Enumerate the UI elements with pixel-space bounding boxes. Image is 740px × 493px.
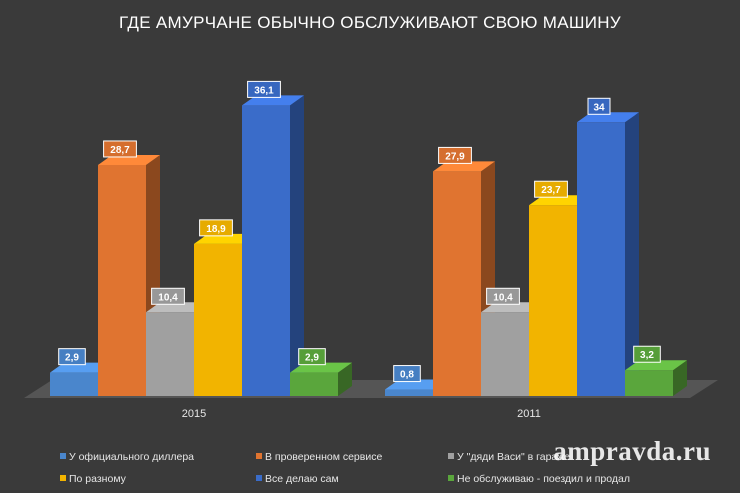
bar-2011-series-6 — [625, 360, 687, 396]
legend-label: По разному — [69, 473, 127, 485]
category-label-2015: 2015 — [182, 408, 206, 420]
legend-swatch — [256, 453, 262, 459]
bar-2015-series-2 — [98, 154, 160, 396]
svg-text:10,4: 10,4 — [158, 292, 178, 303]
svg-text:28,7: 28,7 — [110, 145, 130, 156]
legend-label: У официального диллера — [69, 451, 194, 463]
svg-text:10,4: 10,4 — [493, 292, 513, 303]
legend: У официального диллера В проверенном серв… — [60, 451, 630, 485]
legend-swatch — [256, 475, 262, 481]
legend-item-3: У "дяди Васи" в гараже — [448, 451, 570, 463]
data-label-2011-series-6: 3,2 — [633, 345, 661, 363]
bar-2015-series-5 — [242, 95, 304, 397]
svg-text:2,9: 2,9 — [305, 353, 319, 364]
svg-text:0,8: 0,8 — [400, 370, 414, 381]
legend-swatch — [60, 453, 66, 459]
svg-text:27,9: 27,9 — [445, 151, 465, 162]
legend-item-4: По разному — [60, 473, 127, 485]
legend-item-2: В проверенном сервисе — [256, 451, 382, 463]
svg-text:34: 34 — [593, 102, 605, 113]
data-label-2011-series-2: 27,9 — [438, 146, 472, 164]
legend-label: В проверенном сервисе — [265, 451, 382, 463]
legend-swatch — [60, 475, 66, 481]
category-label-2011: 2011 — [517, 408, 541, 420]
svg-text:18,9: 18,9 — [206, 224, 226, 235]
data-label-2011-series-1: 0,8 — [393, 365, 421, 383]
data-labels-layer: 2,9 28,7 10,4 18,9 36,1 2,9 0,8 27,9 10,4 23,7 34 3… — [58, 80, 661, 383]
data-label-2015-series-6: 2,9 — [298, 348, 326, 366]
data-label-2015-series-4: 18,9 — [199, 219, 233, 237]
svg-text:23,7: 23,7 — [541, 185, 561, 196]
bar-2015-series-6 — [290, 362, 352, 396]
chart-title: ГДЕ АМУРЧАНЕ ОБЫЧНО ОБСЛУЖИВАЮТ СВОЮ МАШ… — [119, 13, 621, 32]
data-label-2015-series-1: 2,9 — [58, 348, 86, 366]
svg-text:2,9: 2,9 — [65, 353, 79, 364]
data-label-2011-series-4: 23,7 — [534, 180, 568, 198]
watermark: ampravda.ru — [553, 436, 711, 466]
legend-item-6: Не обслуживаю - поездил и продал — [448, 473, 630, 485]
legend-label: У "дяди Васи" в гараже — [457, 451, 570, 463]
data-label-2015-series-5: 36,1 — [247, 80, 281, 98]
data-label-2015-series-2: 28,7 — [103, 140, 137, 158]
legend-item-1: У официального диллера — [60, 451, 194, 463]
bar-2011-series-5 — [577, 112, 639, 397]
svg-text:36,1: 36,1 — [254, 85, 274, 96]
svg-text:3,2: 3,2 — [640, 350, 654, 361]
category-labels-layer: 2015 2011 — [182, 408, 541, 420]
legend-swatch — [448, 453, 454, 459]
data-label-2011-series-3: 10,4 — [486, 287, 520, 305]
legend-label: Не обслуживаю - поездил и продал — [457, 473, 630, 485]
legend-item-5: Все делаю сам — [256, 473, 339, 485]
data-label-2015-series-3: 10,4 — [151, 287, 185, 305]
bars-layer — [50, 95, 687, 397]
legend-swatch — [448, 475, 454, 481]
legend-label: Все делаю сам — [265, 473, 339, 485]
data-label-2011-series-5: 34 — [587, 97, 611, 115]
